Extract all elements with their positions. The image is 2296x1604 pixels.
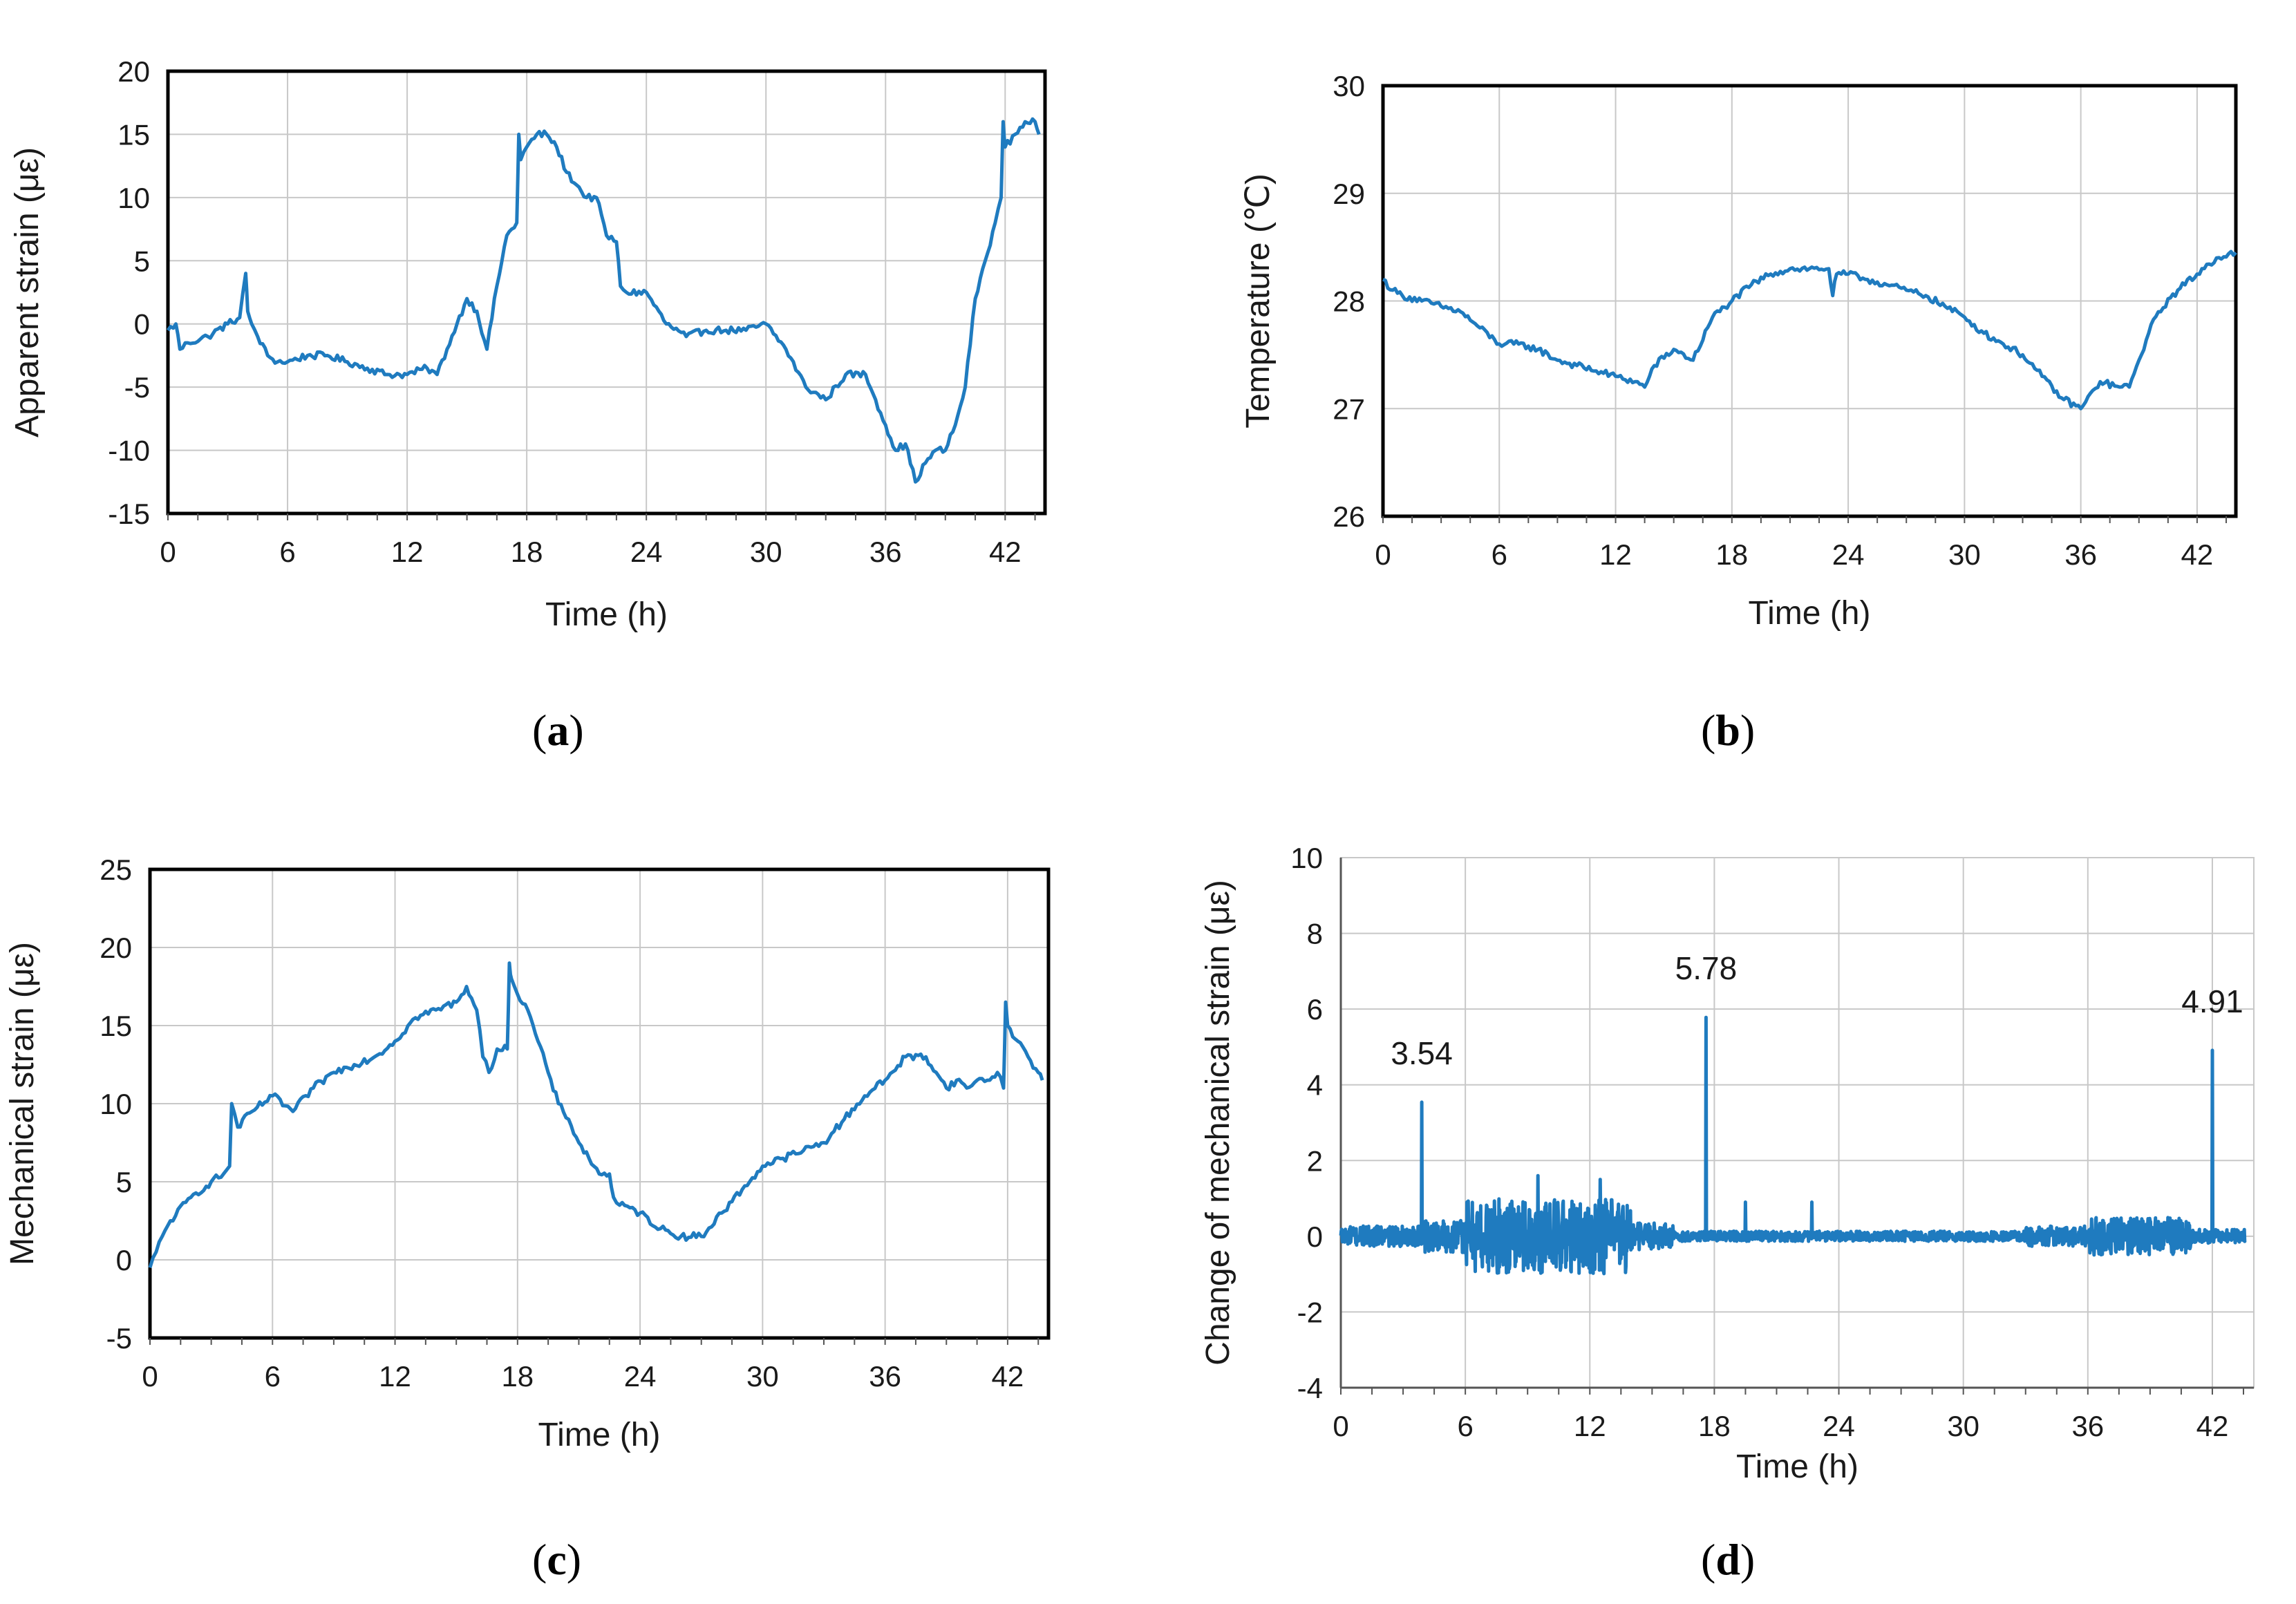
caption-d: (d): [1701, 1535, 1756, 1584]
panel-b: 0 6 12 18 24 30 36 42 26 27 28 29 30 Time (h) Temperat…: [1148, 0, 2296, 802]
x-tick-label: 24: [624, 1360, 657, 1393]
y-tick-label: 0: [1307, 1220, 1323, 1253]
x-tick-label: 12: [1574, 1410, 1606, 1442]
data-label: 4.91: [2181, 983, 2243, 1019]
y-tick-label: 20: [117, 55, 150, 88]
y-tick-label: 10: [100, 1088, 132, 1120]
x-tick-label: 24: [1823, 1410, 1855, 1442]
y-tick-label: -5: [106, 1322, 132, 1355]
y-tick-label: 27: [1333, 393, 1365, 425]
x-tick-label: 30: [1947, 1410, 1979, 1442]
panel-c: 0 6 12 18 24 30 36 42 -5 0 5 10 15 20 25 Time (h) Mechan…: [0, 802, 1148, 1604]
y-tick-label: -2: [1297, 1296, 1323, 1328]
x-tick-label: 36: [2071, 1410, 2104, 1442]
y-tick-label: 20: [100, 932, 132, 964]
x-tick-label: 12: [1599, 538, 1632, 571]
data-label: 3.54: [1391, 1035, 1453, 1071]
series-line: [1339, 1015, 2247, 1276]
plot-frame: [1340, 857, 2255, 1388]
x-tick-label: 6: [1457, 1410, 1473, 1442]
y-tick-label: 29: [1333, 178, 1365, 210]
x-axis-label: Time (h): [538, 1417, 661, 1453]
x-tick-label: 0: [142, 1360, 158, 1393]
y-tick-label: 8: [1307, 918, 1323, 950]
y-tick-label: 5: [116, 1166, 132, 1198]
series-line: [148, 961, 1044, 1269]
series-line: [1382, 249, 2237, 411]
plot-frame: [148, 867, 1051, 1340]
y-tick-label: -10: [108, 435, 150, 467]
y-tick-label: 0: [116, 1244, 132, 1276]
x-tick-label: 30: [750, 536, 782, 568]
y-axis-label: Apparent strain (με): [9, 147, 46, 437]
y-tick-label: 10: [117, 182, 150, 214]
x-tick-label: 36: [869, 1360, 901, 1393]
x-tick-label: 36: [2064, 538, 2097, 571]
x-tick-label: 18: [511, 536, 543, 568]
chart-b: 0 6 12 18 24 30 36 42 26 27 28 29 30 Time (h) Temperat…: [1240, 70, 2238, 632]
x-tick-label: 24: [630, 536, 663, 568]
x-tick-label: 0: [1375, 538, 1391, 571]
y-tick-label: 15: [117, 118, 150, 151]
y-tick-label: -4: [1297, 1372, 1323, 1404]
x-tick-label: 0: [160, 536, 176, 568]
y-tick-label: 2: [1307, 1144, 1323, 1177]
y-tick-label: 10: [1290, 842, 1323, 874]
data-label: 5.78: [1675, 950, 1738, 986]
x-tick-label: 36: [869, 536, 902, 568]
x-tick-label: 18: [1698, 1410, 1731, 1442]
x-tick-label: 18: [501, 1360, 534, 1393]
y-tick-label: -5: [124, 371, 150, 404]
x-tick-label: 6: [1492, 538, 1507, 571]
x-tick-label: 24: [1832, 538, 1865, 571]
x-tick-label: 0: [1333, 1410, 1348, 1442]
x-axis-label: Time (h): [545, 596, 668, 633]
x-tick-label: 18: [1715, 538, 1748, 571]
y-tick-label: 28: [1333, 285, 1365, 318]
panel-d: 0 6 12 18 24 30 36 42 -4 -2 0 2 4 6 8 10 Time (h) Change …: [1148, 802, 2296, 1604]
y-axis-label: Change of mechanical strain (με): [1200, 880, 1236, 1366]
x-axis-label: Time (h): [1749, 595, 1871, 632]
chart-c: 0 6 12 18 24 30 36 42 -5 0 5 10 15 20 25 Time (h) Mechan…: [4, 853, 1051, 1453]
x-tick-label: 6: [279, 536, 295, 568]
panel-a: 0 6 12 18 24 30 36 42 -15 -10 -5 0 5 10 15 20 Time (h) Ap…: [0, 0, 1148, 802]
y-axis-label: Mechanical strain (με): [4, 942, 41, 1265]
y-tick-label: 26: [1333, 500, 1365, 533]
x-tick-label: 6: [265, 1360, 281, 1393]
x-tick-label: 42: [2181, 538, 2214, 571]
y-axis-label: Temperature (℃): [1240, 173, 1277, 428]
series-line: [166, 117, 1041, 484]
y-tick-label: -15: [108, 498, 150, 530]
y-tick-label: 4: [1307, 1069, 1323, 1102]
x-tick-label: 42: [989, 536, 1022, 568]
x-tick-label: 42: [992, 1360, 1024, 1393]
x-tick-label: 42: [2196, 1410, 2229, 1442]
y-tick-label: 0: [134, 308, 150, 341]
x-tick-label: 30: [1948, 538, 1981, 571]
y-tick-label: 6: [1307, 993, 1323, 1026]
y-tick-label: 15: [100, 1010, 132, 1042]
plot-frame: [1381, 84, 2238, 518]
caption-b: (b): [1701, 706, 1756, 755]
y-tick-label: 25: [100, 853, 132, 886]
y-tick-label: 5: [134, 245, 150, 277]
x-tick-label: 12: [391, 536, 424, 568]
y-tick-label: 30: [1333, 70, 1365, 102]
plot-frame: [166, 69, 1047, 516]
x-axis-label: Time (h): [1736, 1449, 1859, 1485]
x-tick-label: 12: [379, 1360, 411, 1393]
caption-c: (c): [532, 1535, 582, 1584]
chart-a: 0 6 12 18 24 30 36 42 -15 -10 -5 0 5 10 15 20 Time (h) Ap…: [9, 55, 1047, 633]
caption-a: (a): [532, 706, 584, 755]
x-tick-label: 30: [746, 1360, 779, 1393]
